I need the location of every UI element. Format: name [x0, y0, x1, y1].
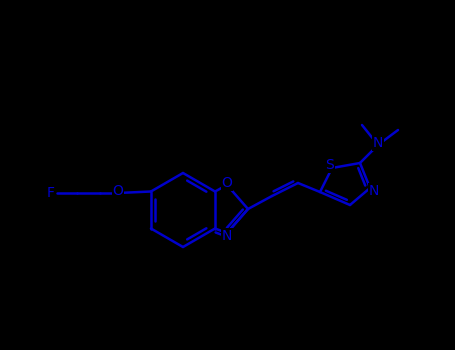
- Text: S: S: [326, 158, 334, 172]
- Text: N: N: [373, 136, 383, 150]
- Text: F: F: [47, 186, 55, 200]
- Text: O: O: [222, 176, 233, 190]
- Text: N: N: [369, 184, 379, 198]
- Text: O: O: [112, 184, 123, 198]
- Text: N: N: [222, 229, 232, 243]
